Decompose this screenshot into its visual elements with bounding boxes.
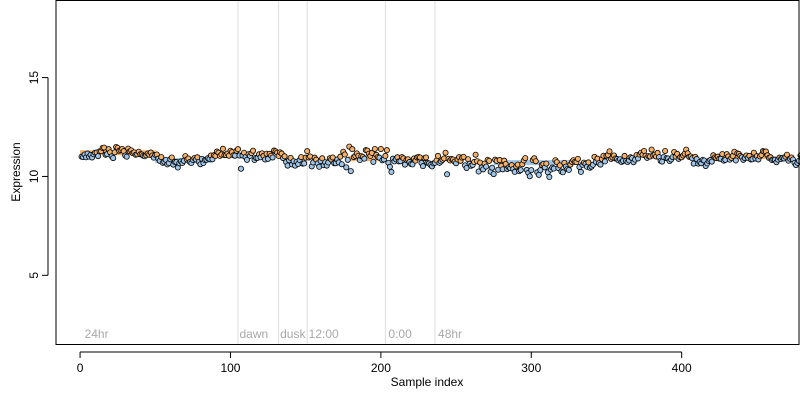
x-axis-title: Sample index [391, 375, 464, 389]
data-point [585, 159, 592, 166]
data-point [301, 160, 308, 167]
data-point [319, 155, 326, 162]
data-point [422, 154, 429, 161]
data-point [606, 148, 613, 155]
data-point [783, 151, 790, 158]
data-point [565, 166, 572, 173]
y-tick-label: 15 [27, 71, 41, 85]
data-point [489, 164, 496, 171]
data-point [522, 155, 529, 162]
data-point [237, 165, 244, 172]
data-point [472, 151, 479, 158]
data-point [304, 148, 311, 155]
data-point [234, 146, 241, 153]
x-axis: 0 100 200 300 400 [77, 351, 692, 375]
data-point [708, 158, 715, 165]
data-point [341, 151, 348, 158]
data-point [648, 146, 655, 153]
data-point [597, 161, 604, 168]
data-point [556, 162, 563, 169]
data-point [386, 163, 393, 170]
data-point [486, 157, 493, 164]
data-point [483, 163, 490, 170]
x-tick-label: 400 [672, 361, 692, 375]
data-point [662, 147, 669, 154]
data-point [526, 173, 533, 180]
x-tick-label: 300 [521, 361, 541, 375]
vline-layer [237, 0, 436, 345]
data-point [361, 155, 368, 162]
annotation-layer: 24hr dawn dusk 12:00 0:00 48hr [85, 327, 462, 341]
data-point [528, 167, 535, 174]
y-tick-label: 10 [27, 169, 41, 183]
data-point [344, 156, 351, 163]
data-point [444, 171, 451, 178]
data-point [123, 153, 130, 160]
data-point [377, 145, 384, 152]
data-point [532, 158, 539, 165]
data-point [269, 154, 276, 161]
data-point [383, 147, 390, 154]
data-point [419, 163, 426, 170]
annotation-label: 12:00 [309, 327, 339, 341]
data-point [621, 152, 628, 159]
data-point [281, 153, 288, 160]
points-layer [78, 143, 800, 181]
data-point [435, 152, 442, 159]
data-point [460, 153, 467, 160]
data-point [559, 169, 566, 176]
x-tick-label: 0 [77, 361, 84, 375]
data-point [250, 147, 257, 154]
data-point [517, 167, 524, 174]
data-point [543, 160, 550, 167]
data-point [490, 171, 497, 178]
data-point [370, 158, 377, 165]
data-point [442, 149, 449, 156]
annotation-label: 0:00 [388, 327, 412, 341]
y-axis: 5 10 15 [27, 71, 49, 279]
data-point [349, 146, 356, 153]
data-point [732, 157, 739, 164]
data-point [168, 154, 175, 161]
annotation-label: dawn [239, 327, 268, 341]
annotation-label: 24hr [85, 327, 109, 341]
y-axis-title: Expression [9, 142, 23, 201]
data-point [382, 152, 389, 159]
y-tick-label: 5 [27, 272, 41, 279]
data-point [158, 154, 165, 161]
annotation-label: 48hr [438, 327, 462, 341]
x-tick-label: 100 [220, 361, 240, 375]
data-point [110, 155, 117, 162]
data-point [577, 168, 584, 175]
data-point [546, 174, 553, 181]
data-point [219, 145, 226, 152]
data-point [244, 156, 251, 163]
data-point [574, 155, 581, 162]
data-point [371, 145, 378, 152]
plot-frame [55, 0, 800, 345]
data-point [388, 168, 395, 175]
data-point [343, 164, 350, 171]
data-point [601, 158, 608, 165]
x-tick-label: 200 [371, 361, 391, 375]
data-point [338, 161, 345, 168]
data-point [347, 168, 354, 175]
annotation-label: dusk [280, 327, 306, 341]
